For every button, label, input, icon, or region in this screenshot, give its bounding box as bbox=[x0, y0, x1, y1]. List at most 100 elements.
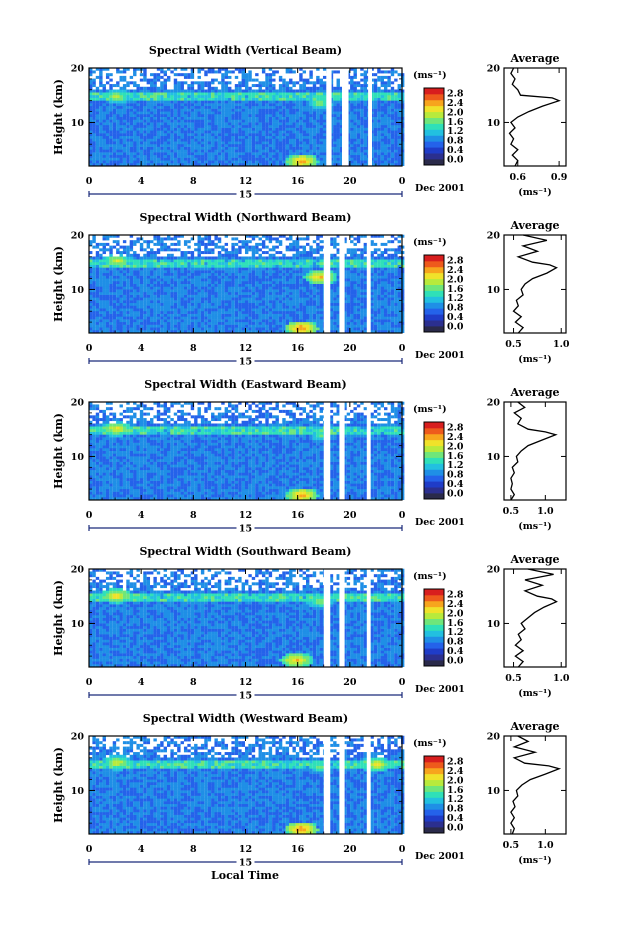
x-tick-label: 20 bbox=[343, 844, 357, 855]
colorbar-tick-label: 2.0 bbox=[447, 441, 464, 452]
average-title: Average bbox=[509, 553, 559, 566]
y-axis-label: Height (km) bbox=[52, 413, 65, 489]
colorbar-tick-label: 1.2 bbox=[447, 293, 464, 304]
heatmap-cells bbox=[89, 568, 405, 667]
y-tick-label: 10 bbox=[71, 619, 85, 630]
avg-x-unit: (ms⁻¹) bbox=[518, 855, 552, 866]
y-axis-label: Height (km) bbox=[52, 79, 65, 155]
colorbar-tick-label: 1.2 bbox=[447, 794, 464, 805]
avg-y-tick-label: 20 bbox=[487, 231, 501, 242]
x-tick-label: 0 bbox=[399, 510, 406, 521]
colorbar-unit: (ms⁻¹) bbox=[413, 404, 447, 415]
average-profile: Average 10 20 0.5 1.0(ms⁻¹) bbox=[487, 553, 570, 699]
avg-x-tick-label: 0.5 bbox=[503, 506, 520, 517]
colorbar-tick-label: 2.0 bbox=[447, 274, 464, 285]
x-tick-label: 12 bbox=[239, 176, 252, 187]
x-tick-label: 12 bbox=[239, 343, 252, 354]
average-line bbox=[510, 401, 558, 501]
colorbar-tick-label: 0.4 bbox=[447, 145, 464, 156]
panel-title: Spectral Width (Southward Beam) bbox=[139, 545, 351, 558]
colorbar-tick-label: 0.4 bbox=[447, 479, 464, 490]
average-title: Average bbox=[509, 52, 559, 65]
x-tick-label: 0 bbox=[86, 176, 93, 187]
data-gap bbox=[368, 68, 372, 166]
colorbar-tick-label: 0.4 bbox=[447, 312, 464, 323]
colorbar-tick-label: 0.4 bbox=[447, 813, 464, 824]
x-tick-label: 16 bbox=[291, 677, 305, 688]
data-gap bbox=[339, 569, 345, 667]
colorbar-tick-label: 2.4 bbox=[447, 599, 464, 610]
x-ticks: 0 4 8 12 16 20 0 bbox=[86, 736, 406, 855]
data-gap bbox=[323, 569, 331, 667]
average-title: Average bbox=[509, 219, 559, 232]
y-tick-label: 10 bbox=[71, 786, 85, 797]
avg-x-unit: (ms⁻¹) bbox=[518, 688, 552, 699]
average-profile: Average 10 20 0.5 1.0(ms⁻¹) bbox=[487, 219, 570, 365]
x-tick-label: 0 bbox=[86, 677, 93, 688]
panel-title: Spectral Width (Westward Beam) bbox=[143, 712, 348, 725]
colorbar: (ms⁻¹) 0.00.40.81.21.62.02.42.8 bbox=[413, 571, 464, 667]
colorbar-tick-label: 2.8 bbox=[447, 88, 464, 99]
date-label: Dec 2001 bbox=[415, 684, 465, 695]
x-ticks: 0 4 8 12 16 20 0 bbox=[86, 569, 406, 688]
colorbar-tick-label: 0.0 bbox=[447, 322, 464, 333]
avg-x-tick-label: 0.5 bbox=[505, 673, 522, 684]
x-tick-label: 0 bbox=[86, 844, 93, 855]
colorbar-tick-label: 0.4 bbox=[447, 646, 464, 657]
x-tick-label: 20 bbox=[343, 510, 357, 521]
data-gap bbox=[339, 736, 345, 834]
date-label: Dec 2001 bbox=[415, 183, 465, 194]
x-ticks: 0 4 8 12 16 20 0 bbox=[86, 402, 406, 521]
colorbar-tick-label: 0.0 bbox=[447, 823, 464, 834]
avg-y-tick-label: 20 bbox=[487, 565, 501, 576]
x-tick-label: 4 bbox=[138, 176, 145, 187]
x-tick-label: 0 bbox=[399, 176, 406, 187]
colorbar-tick-label: 0.8 bbox=[447, 637, 464, 648]
panel-4: Spectral Width (Westward Beam)0 4 8 12 16 20 0… bbox=[52, 712, 567, 869]
colorbar-tick-label: 1.6 bbox=[447, 117, 464, 128]
average-line bbox=[508, 67, 561, 167]
average-title: Average bbox=[509, 720, 559, 733]
y-tick-label: 20 bbox=[71, 64, 85, 75]
y-tick-label: 20 bbox=[71, 231, 85, 242]
x-tick-label: 16 bbox=[291, 176, 305, 187]
avg-x-unit: (ms⁻¹) bbox=[518, 521, 552, 532]
colorbar-tick-label: 1.2 bbox=[447, 460, 464, 471]
colorbar-tick-label: 2.4 bbox=[447, 766, 464, 777]
colorbar-tick-label: 1.6 bbox=[447, 284, 464, 295]
x-tick-label: 16 bbox=[291, 510, 305, 521]
data-gap bbox=[342, 68, 349, 166]
x-tick-label: 20 bbox=[343, 176, 357, 187]
heatmap-cells bbox=[89, 67, 405, 166]
x-tick-label: 8 bbox=[190, 844, 197, 855]
day-label: 15 bbox=[239, 858, 252, 869]
x-ticks: 0 4 8 12 16 20 0 bbox=[86, 68, 406, 187]
x-tick-label: 0 bbox=[399, 343, 406, 354]
x-tick-label: 0 bbox=[86, 510, 93, 521]
avg-x-tick-label: 1.0 bbox=[537, 506, 554, 517]
colorbar-tick-label: 0.0 bbox=[447, 155, 464, 166]
avg-y-tick-label: 10 bbox=[487, 619, 501, 630]
y-tick-label: 20 bbox=[71, 732, 85, 743]
data-gap bbox=[323, 402, 331, 500]
avg-y-tick-label: 10 bbox=[487, 786, 501, 797]
x-tick-label: 8 bbox=[190, 176, 197, 187]
colorbar-tick-label: 1.2 bbox=[447, 627, 464, 638]
colorbar-unit: (ms⁻¹) bbox=[413, 738, 447, 749]
panel-2: Spectral Width (Eastward Beam)0 4 8 12 16 20 0… bbox=[52, 378, 567, 535]
y-axis-label: Height (km) bbox=[52, 580, 65, 656]
colorbar-tick-label: 2.0 bbox=[447, 608, 464, 619]
colorbar-tick-label: 2.8 bbox=[447, 255, 464, 266]
day-label: 15 bbox=[239, 691, 252, 702]
y-tick-label: 20 bbox=[71, 398, 85, 409]
colorbar-tick-label: 0.8 bbox=[447, 136, 464, 147]
y-ticks: 10 20 bbox=[71, 231, 402, 334]
heatmap-cells bbox=[89, 735, 405, 834]
colorbar-tick-label: 1.6 bbox=[447, 785, 464, 796]
x-tick-label: 12 bbox=[239, 677, 252, 688]
x-tick-label: 4 bbox=[138, 677, 145, 688]
y-ticks: 10 20 bbox=[71, 565, 402, 668]
y-tick-label: 10 bbox=[71, 452, 85, 463]
colorbar-tick-label: 0.8 bbox=[447, 470, 464, 481]
